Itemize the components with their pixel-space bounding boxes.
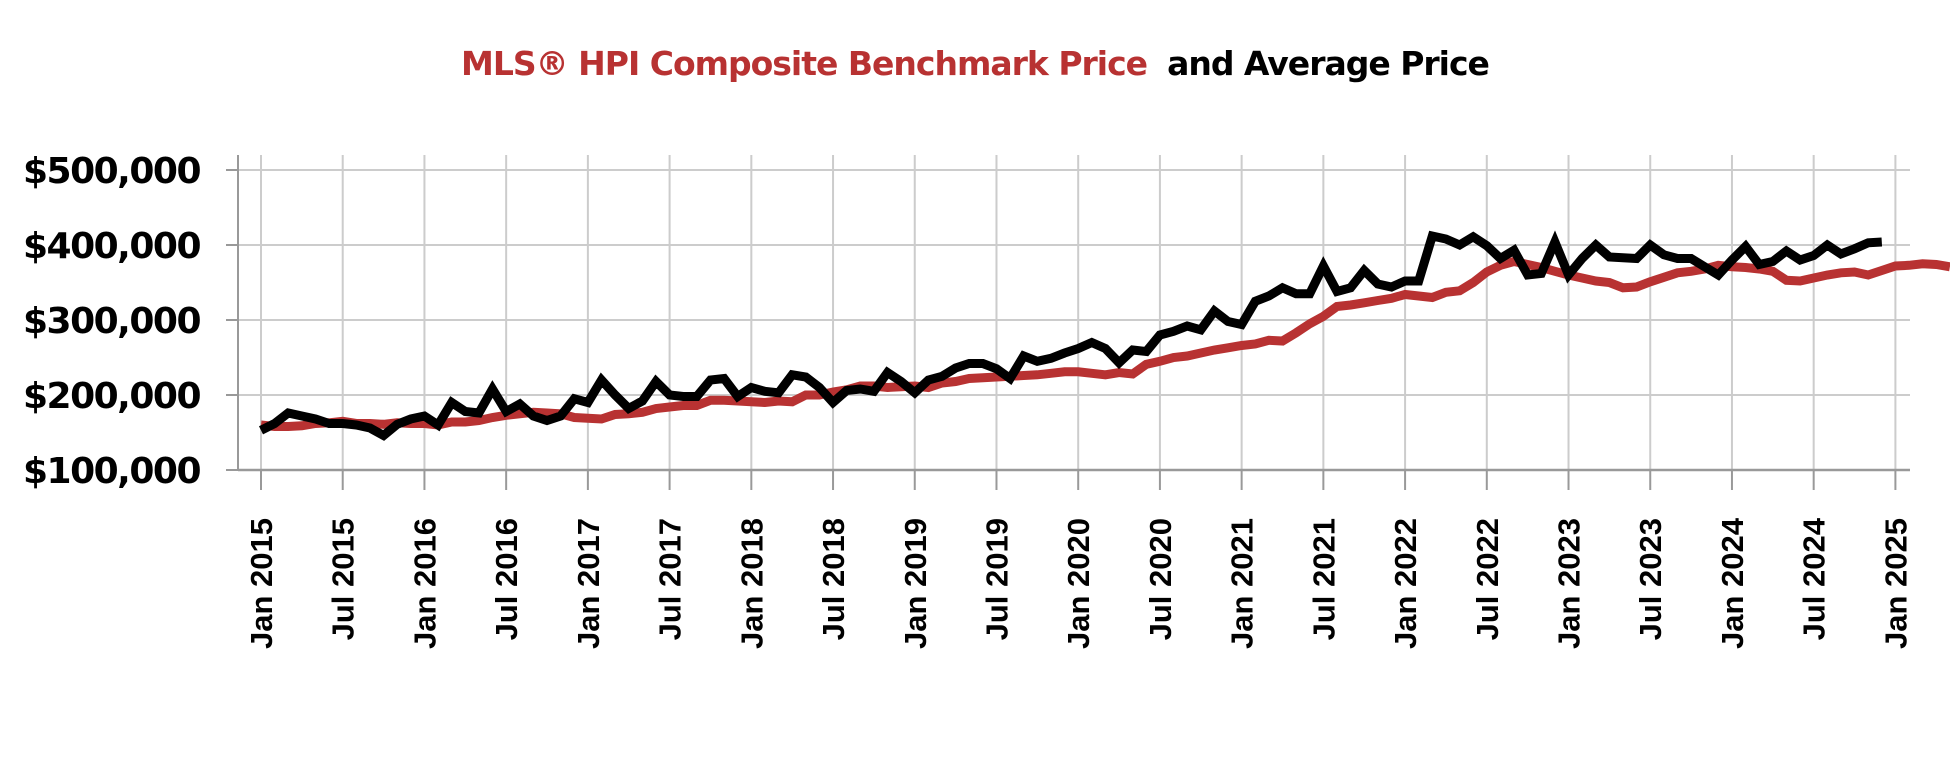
x-tick-label: Jul 2016 (489, 518, 524, 640)
y-tick-label: $500,000 (23, 151, 200, 192)
x-tick-label: Jul 2018 (816, 518, 851, 640)
x-tick-label: Jul 2021 (1306, 518, 1341, 640)
x-tick-label: Jul 2022 (1470, 518, 1505, 640)
title-average-part: and Average Price (1167, 44, 1490, 83)
hpi-benchmark-line (260, 256, 1950, 431)
x-tick-label: Jul 2024 (1797, 517, 1832, 640)
y-tick-labels: $100,000 $200,000 $300,000 $400,000 $500,000 (23, 151, 202, 492)
x-tick-label: Jan 2015 (244, 518, 279, 649)
x-tick-labels: Jan 2015 Jul 2015 Jan 2016 Jul 2016 Jan 2017… (244, 517, 1913, 649)
x-tick-label: Jul 2017 (653, 518, 688, 640)
x-tick-label: Jan 2019 (898, 518, 933, 649)
axes (226, 155, 1910, 490)
series-lines (258, 230, 1950, 441)
x-tick-label: Jul 2015 (326, 518, 361, 640)
x-tick-label: Jan 2024 (1715, 517, 1750, 649)
x-tick-label: Jan 2025 (1878, 518, 1913, 649)
x-tick-label: Jan 2021 (1225, 518, 1260, 649)
x-tick-label: Jan 2020 (1061, 518, 1096, 649)
average-price-line (258, 230, 1883, 441)
x-tick-label: Jul 2023 (1633, 518, 1668, 640)
x-tick-label: Jan 2023 (1552, 518, 1587, 649)
x-tick-label: Jan 2016 (407, 518, 442, 649)
x-tick-label: Jan 2022 (1388, 518, 1423, 649)
x-tick-label: Jan 2018 (734, 518, 769, 649)
x-tick-label: Jul 2020 (1143, 518, 1178, 640)
y-tick-label: $200,000 (23, 376, 200, 417)
x-tick-label: Jan 2017 (571, 518, 606, 649)
title-hpi-part: MLS® HPI Composite Benchmark Price (461, 44, 1148, 83)
chart-title: MLS® HPI Composite Benchmark Price and Av… (0, 44, 1950, 83)
y-tick-label: $300,000 (23, 301, 200, 342)
y-tick-label: $400,000 (23, 226, 200, 267)
y-tick-label: $100,000 (23, 451, 200, 492)
x-tick-label: Jul 2019 (979, 518, 1014, 640)
